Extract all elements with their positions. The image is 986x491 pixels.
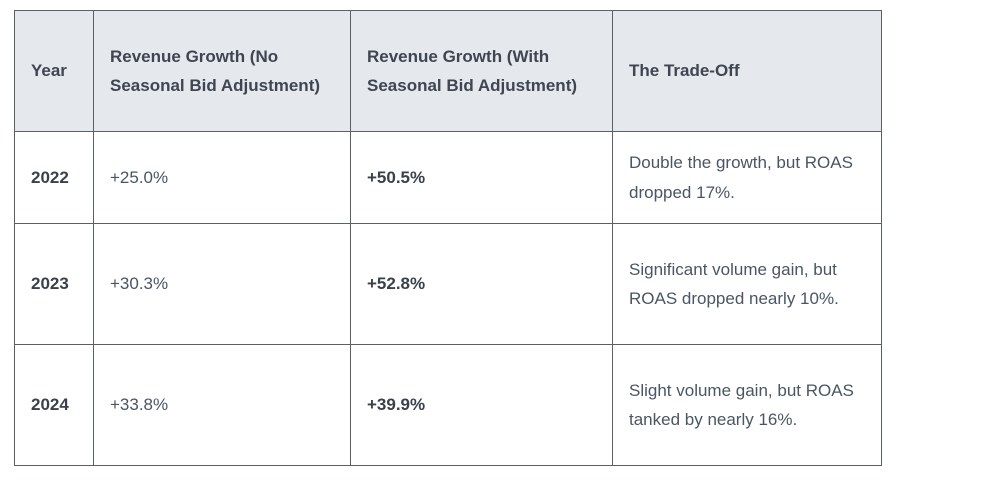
cell-trade-off: Significant volume gain, but ROAS droppe… (612, 223, 882, 345)
cell-no-adjustment: +25.0% (93, 131, 351, 224)
table-row: 2023 +30.3% +52.8% Significant volume ga… (14, 223, 882, 345)
header-year: Year (14, 10, 94, 132)
header-with-adjustment: Revenue Growth (With Seasonal Bid Adjust… (350, 10, 613, 132)
cell-with-adjustment: +52.8% (350, 223, 613, 345)
cell-no-adjustment: +30.3% (93, 223, 351, 345)
table-header-row: Year Revenue Growth (No Seasonal Bid Adj… (14, 10, 882, 132)
cell-trade-off: Slight volume gain, but ROAS tanked by n… (612, 344, 882, 466)
comparison-table-container: Year Revenue Growth (No Seasonal Bid Adj… (14, 10, 882, 466)
table-row: 2022 +25.0% +50.5% Double the growth, bu… (14, 131, 882, 224)
cell-with-adjustment: +39.9% (350, 344, 613, 466)
cell-no-adjustment: +33.8% (93, 344, 351, 466)
header-trade-off: The Trade-Off (612, 10, 882, 132)
table-row: 2024 +33.8% +39.9% Slight volume gain, b… (14, 344, 882, 466)
cell-trade-off: Double the growth, but ROAS dropped 17%. (612, 131, 882, 224)
cell-year: 2023 (14, 223, 94, 345)
cell-year: 2022 (14, 131, 94, 224)
cell-year: 2024 (14, 344, 94, 466)
cell-with-adjustment: +50.5% (350, 131, 613, 224)
header-no-adjustment: Revenue Growth (No Seasonal Bid Adjustme… (93, 10, 351, 132)
revenue-growth-table: Year Revenue Growth (No Seasonal Bid Adj… (14, 10, 882, 466)
